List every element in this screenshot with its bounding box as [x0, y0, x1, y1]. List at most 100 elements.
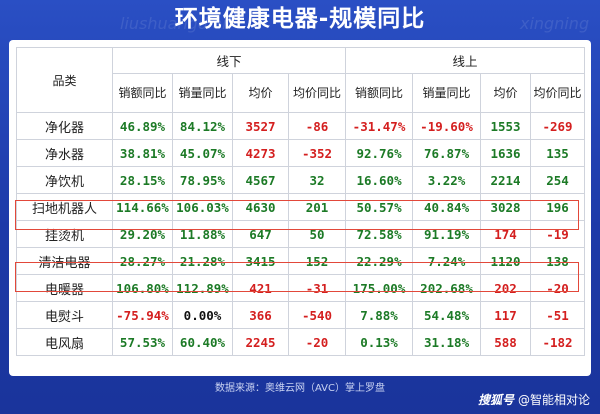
- table-row: 电风扇 57.53% 60.40% 2245 -20 0.13% 31.18% 588 -182: [16, 328, 586, 356]
- online-header: 线上: [345, 47, 586, 74]
- value-cell: 38.81%: [112, 139, 173, 167]
- value-cell: -182: [530, 328, 586, 356]
- value-cell: 28.15%: [112, 166, 173, 194]
- watermark: xingning: [520, 14, 590, 33]
- value-cell: 7.24%: [412, 247, 482, 275]
- value-cell: 84.12%: [172, 112, 233, 140]
- value-cell: 78.95%: [172, 166, 233, 194]
- value-cell: 50.57%: [345, 193, 414, 221]
- value-cell: 3028: [480, 193, 532, 221]
- column-header: 销额同比: [345, 73, 414, 113]
- value-cell: 421: [232, 274, 289, 302]
- value-cell: 50: [287, 220, 347, 248]
- value-cell: -20: [530, 274, 586, 302]
- value-cell: -352: [287, 139, 347, 167]
- data-source-footer: 数据来源：奥维云网（AVC）掌上罗盘: [214, 383, 386, 394]
- author-label: @智能相对论: [517, 393, 590, 407]
- value-cell: 117: [480, 301, 532, 329]
- value-cell: 202: [480, 274, 532, 302]
- value-cell: 54.48%: [412, 301, 482, 329]
- value-cell: -31.47%: [345, 112, 414, 140]
- value-cell: 174: [480, 220, 532, 248]
- value-cell: 366: [232, 301, 289, 329]
- value-cell: 57.53%: [112, 328, 173, 356]
- value-cell: 7.88%: [345, 301, 414, 329]
- category-cell: 清洁电器: [16, 247, 113, 275]
- value-cell: 1120: [480, 247, 532, 275]
- value-cell: 46.89%: [112, 112, 173, 140]
- value-cell: 16.60%: [345, 166, 414, 194]
- value-cell: 1636: [480, 139, 532, 167]
- category-cell: 扫地机器人: [16, 193, 113, 221]
- value-cell: 32: [287, 166, 347, 194]
- value-cell: 22.29%: [345, 247, 414, 275]
- value-cell: 1553: [480, 112, 532, 140]
- table-row: 挂烫机 29.20% 11.88% 647 50 72.58% 91.19% 174 -19: [16, 220, 586, 248]
- column-header: 销量同比: [412, 73, 482, 113]
- value-cell: 202.68%: [412, 274, 482, 302]
- column-header: 均价同比: [287, 73, 347, 113]
- value-cell: 3527: [232, 112, 289, 140]
- platform-label: 搜狐号: [477, 393, 514, 407]
- value-cell: 0.13%: [345, 328, 414, 356]
- value-cell: -75.94%: [112, 301, 173, 329]
- value-cell: 76.87%: [412, 139, 482, 167]
- value-cell: 152: [287, 247, 347, 275]
- column-header: 均价同比: [530, 73, 586, 113]
- value-cell: 21.28%: [172, 247, 233, 275]
- value-cell: 2214: [480, 166, 532, 194]
- category-cell: 净水器: [16, 139, 113, 167]
- column-header: 均价: [480, 73, 532, 113]
- value-cell: 647: [232, 220, 289, 248]
- value-cell: 196: [530, 193, 586, 221]
- value-cell: -31: [287, 274, 347, 302]
- page-title: 环境健康电器-规模同比: [174, 6, 426, 32]
- value-cell: 28.27%: [112, 247, 173, 275]
- table-row: 净化器 46.89% 84.12% 3527 -86 -31.47% -19.60% 1553…: [16, 112, 586, 140]
- category-header: 品类: [16, 47, 113, 113]
- value-cell: 11.88%: [172, 220, 233, 248]
- value-cell: 29.20%: [112, 220, 173, 248]
- table-row: 净水器 38.81% 45.07% 4273 -352 92.76% 76.87% 1636 1…: [16, 139, 586, 167]
- category-cell: 挂烫机: [16, 220, 113, 248]
- value-cell: 92.76%: [345, 139, 414, 167]
- value-cell: 106.80%: [112, 274, 173, 302]
- value-cell: 3415: [232, 247, 289, 275]
- brand-watermark: 搜狐号 @智能相对论: [478, 391, 590, 408]
- value-cell: 112.89%: [172, 274, 233, 302]
- table-row: 电暖器 106.80% 112.89% 421 -31 175.00% 202.68% 202…: [16, 274, 586, 302]
- value-cell: -540: [287, 301, 347, 329]
- value-cell: 138: [530, 247, 586, 275]
- value-cell: 135: [530, 139, 586, 167]
- table-row: 扫地机器人 114.66% 106.03% 4630 201 50.57% 40.84% 30…: [16, 193, 586, 221]
- value-cell: 2245: [232, 328, 289, 356]
- value-cell: 201: [287, 193, 347, 221]
- growth-table: 品类 线下 线上 销额同比 销量同比 均价 均价同比 销额同比 销量同比 均价 …: [16, 47, 586, 356]
- value-cell: 588: [480, 328, 532, 356]
- value-cell: 0.00%: [172, 301, 233, 329]
- value-cell: 106.03%: [172, 193, 233, 221]
- table-row: 净饮机 28.15% 78.95% 4567 32 16.60% 3.22% 2214 254: [16, 166, 586, 194]
- table-row: 清洁电器 28.27% 21.28% 3415 152 22.29% 7.24% 1120 13…: [16, 247, 586, 275]
- column-header: 销额同比: [112, 73, 173, 113]
- value-cell: 72.58%: [345, 220, 414, 248]
- category-cell: 电熨斗: [16, 301, 113, 329]
- value-cell: 4273: [232, 139, 289, 167]
- value-cell: 175.00%: [345, 274, 414, 302]
- offline-header: 线下: [111, 47, 347, 74]
- category-cell: 电风扇: [16, 328, 113, 356]
- column-header: 销量同比: [172, 73, 233, 113]
- value-cell: -269: [530, 112, 586, 140]
- data-panel: 品类 线下 线上 销额同比 销量同比 均价 均价同比 销额同比 销量同比 均价 …: [9, 40, 591, 376]
- value-cell: -51: [530, 301, 586, 329]
- value-cell: -19: [530, 220, 586, 248]
- category-cell: 净化器: [16, 112, 113, 140]
- value-cell: 114.66%: [112, 193, 173, 221]
- category-cell: 电暖器: [16, 274, 113, 302]
- value-cell: 60.40%: [172, 328, 233, 356]
- value-cell: -19.60%: [412, 112, 482, 140]
- value-cell: 45.07%: [172, 139, 233, 167]
- value-cell: -20: [287, 328, 347, 356]
- value-cell: 31.18%: [412, 328, 482, 356]
- column-header: 均价: [232, 73, 289, 113]
